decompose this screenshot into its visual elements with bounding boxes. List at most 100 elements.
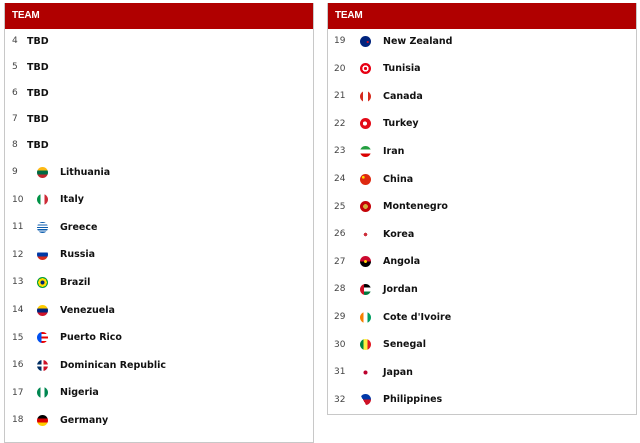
team-name: Turkey [383,118,419,130]
table-row: 15 Puerto Rico [5,328,122,348]
team-name: Nigeria [60,387,99,399]
table-row: 11 Greece [5,217,97,237]
team-name: China [383,173,414,185]
flag-icon [37,166,48,178]
table-row: 17 Nigeria [5,383,99,403]
team-name: Iran [383,145,405,157]
table-row: 18 Germany [5,410,108,430]
table-row: 14 Venezuela [5,300,115,320]
table-row: 24 China [328,169,413,189]
rank: 5 [12,62,18,72]
rank: 27 [334,256,346,267]
flag-icon [360,256,371,268]
rank: 21 [334,91,346,102]
rank: 10 [12,194,24,205]
rank: 8 [12,140,18,150]
table-row: 23 Iran [328,141,404,161]
rank: 12 [12,249,24,260]
rank: 14 [12,305,24,315]
rank: 23 [334,146,346,157]
team-name: Philippines [383,394,443,406]
flag-icon [37,221,48,233]
rank: 16 [12,360,24,371]
table-row: 4 TBD [5,31,49,51]
team-name: Italy [60,194,84,206]
table-row: 6 TBD [5,83,49,103]
standings-table-right: TEAM 19 New Zealand 20 Tunisia 21 Canada 22 Tur… [327,3,637,415]
rank: 19 [334,36,346,46]
standings-table-left: TEAM 4 TBD 5 TBD 6 TBD 7 TBD 8 TBD 9 Lithuania 10 Ita… [4,3,314,443]
flag-icon [360,118,371,130]
rank: 32 [334,394,346,405]
team-name: Canada [383,90,423,102]
flag-icon [37,332,48,344]
flag-icon [360,366,371,378]
team-name: Puerto Rico [60,332,122,344]
table-row: 30 Senegal [328,335,426,355]
team-name: New Zealand [383,35,453,47]
table-row: 16 Dominican Republic [5,355,166,375]
table-row: 7 TBD [5,109,49,129]
rank: 24 [334,174,346,184]
rank: 9 [12,167,18,177]
team-name: Jordan [383,283,418,295]
team-name: Japan [383,366,413,378]
table-row: 31 Japan [328,362,413,382]
flag-icon [37,276,48,288]
flag-icon [360,173,371,185]
team-name: Russia [60,249,96,261]
team-name: Brazil [60,276,91,288]
table-row: 8 TBD [5,135,49,155]
flag-icon [360,311,371,323]
table-row: 19 New Zealand [328,31,452,51]
flag-icon [37,304,48,316]
table-header: TEAM [328,3,636,29]
team-name: Cote d'Ivoire [383,311,452,323]
flag-icon [360,35,371,47]
flag-icon [360,228,371,240]
rank: 4 [12,36,18,46]
rank: 17 [12,387,24,398]
table-row: 9 Lithuania [5,162,110,182]
table-row: 32 Philippines [328,390,442,410]
team-name: Lithuania [60,166,111,178]
table-row: 20 Tunisia [328,59,421,79]
rank: 29 [334,312,346,322]
table-row: 22 Turkey [328,114,419,134]
team-name: Venezuela [60,304,115,316]
table-row: 29 Cote d'Ivoire [328,307,451,327]
flag-icon [360,339,371,351]
table-row: 21 Canada [328,86,423,106]
rank: 20 [334,63,346,74]
team-name: Montenegro [383,201,448,213]
rank: 11 [12,222,24,233]
flag-icon [360,90,371,102]
table-header: TEAM [5,3,313,29]
rank: 15 [12,332,24,343]
rank: 28 [334,284,346,295]
team-name: Greece [60,221,98,233]
team-name: Tunisia [383,63,421,75]
team-name: Senegal [383,339,426,351]
flag-icon [37,387,48,399]
team-name: TBD [27,87,49,99]
team-name: TBD [27,139,49,151]
flag-icon [360,283,371,295]
rank: 22 [334,118,346,129]
table-row: 10 Italy [5,190,84,210]
table-row: 12 Russia [5,245,95,265]
team-name: TBD [27,113,49,125]
flag-icon [360,394,371,406]
team-name: Germany [60,414,109,426]
flag-icon [37,359,48,371]
table-row: 5 TBD [5,57,49,77]
flag-icon [360,201,371,213]
rank: 30 [334,339,346,350]
team-name: Angola [383,256,421,268]
rank: 25 [334,201,346,212]
rank: 26 [334,229,346,240]
rank: 31 [334,367,346,378]
rank: 18 [12,415,24,426]
flag-icon [360,145,371,157]
flag-icon [360,63,371,75]
